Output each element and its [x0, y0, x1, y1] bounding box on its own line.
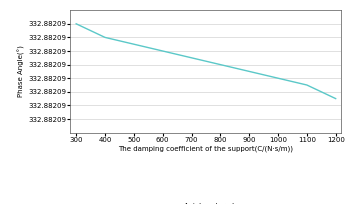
Y-axis label: Phase Angle(°): Phase Angle(°)	[18, 45, 25, 97]
Axial vector phase	[74, 23, 78, 25]
Axial vector phase	[334, 97, 338, 100]
X-axis label: The damping coefficient of the support(C/(N·s/m)): The damping coefficient of the support(C…	[118, 145, 294, 152]
Axial vector phase	[132, 43, 136, 45]
Legend: Axial vector phase: Axial vector phase	[161, 200, 251, 204]
Axial vector phase	[305, 84, 309, 86]
Axial vector phase	[161, 50, 165, 52]
Line: Axial vector phase: Axial vector phase	[76, 24, 336, 99]
Axial vector phase	[189, 57, 194, 59]
Axial vector phase	[103, 36, 107, 39]
Axial vector phase	[218, 63, 222, 66]
Axial vector phase	[276, 77, 280, 79]
Axial vector phase	[247, 70, 251, 73]
